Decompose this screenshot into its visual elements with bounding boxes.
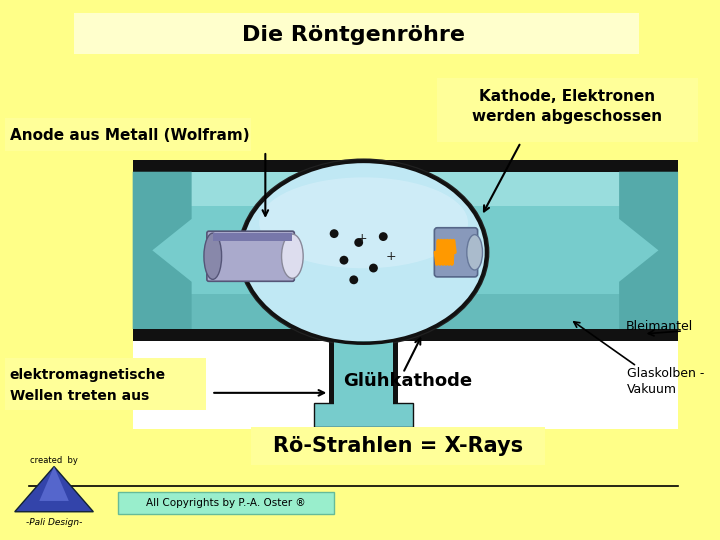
Bar (334, 341, 393, 409)
Text: created  by: created by (30, 456, 78, 464)
FancyBboxPatch shape (118, 492, 334, 514)
Text: Bleimantel: Bleimantel (626, 321, 693, 334)
Circle shape (340, 256, 348, 265)
Bar (213, 233, 292, 241)
FancyBboxPatch shape (207, 231, 294, 281)
FancyBboxPatch shape (251, 427, 546, 464)
Bar (334, 331, 393, 408)
FancyBboxPatch shape (5, 118, 251, 151)
Text: +: + (386, 249, 397, 263)
Text: Glühkathode: Glühkathode (343, 372, 472, 390)
Polygon shape (14, 467, 94, 512)
Bar (73, 12, 639, 54)
Bar (329, 329, 398, 408)
Text: -Pali Design-: -Pali Design- (26, 518, 82, 526)
Text: elektromagnetische: elektromagnetische (10, 368, 166, 382)
Ellipse shape (259, 177, 468, 268)
Bar (132, 172, 678, 329)
Ellipse shape (204, 233, 222, 279)
Bar (132, 160, 678, 172)
Ellipse shape (240, 161, 487, 343)
Polygon shape (619, 172, 678, 329)
FancyBboxPatch shape (5, 359, 207, 409)
FancyBboxPatch shape (434, 228, 477, 277)
Bar (132, 294, 678, 329)
Text: Rö-Strahlen = X-Rays: Rö-Strahlen = X-Rays (273, 436, 523, 456)
Circle shape (330, 229, 338, 238)
Text: Wellen treten aus: Wellen treten aus (10, 389, 149, 403)
Circle shape (354, 238, 363, 247)
Polygon shape (132, 172, 192, 329)
Text: +: + (356, 232, 367, 245)
Text: Anode aus Metall (Wolfram): Anode aus Metall (Wolfram) (10, 128, 249, 143)
Circle shape (379, 232, 387, 241)
FancyBboxPatch shape (437, 78, 698, 142)
Bar (132, 172, 678, 206)
Text: werden abgeschossen: werden abgeschossen (472, 109, 662, 124)
Ellipse shape (238, 158, 490, 346)
Ellipse shape (467, 234, 482, 270)
Text: Glaskolben -: Glaskolben - (627, 367, 704, 380)
Text: Kathode, Elektronen: Kathode, Elektronen (479, 89, 655, 104)
Bar (132, 341, 678, 429)
Circle shape (369, 264, 378, 273)
Text: Vakuum: Vakuum (627, 383, 677, 396)
Polygon shape (40, 467, 69, 501)
Circle shape (349, 275, 359, 284)
Ellipse shape (282, 234, 303, 278)
Text: All Copyrights by P.-A. Oster ®: All Copyrights by P.-A. Oster ® (146, 498, 306, 508)
Text: Die Röntgenröhre: Die Röntgenröhre (243, 25, 465, 45)
Bar (132, 329, 678, 341)
Bar (315, 403, 413, 427)
